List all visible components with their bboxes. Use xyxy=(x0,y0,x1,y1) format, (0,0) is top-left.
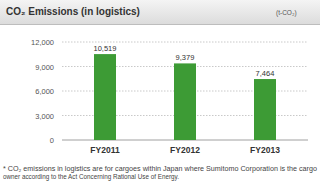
category-label: FY2012 xyxy=(170,145,200,155)
bar xyxy=(174,63,196,140)
bar xyxy=(94,54,116,140)
y-tick-label: 12,000 xyxy=(31,38,54,47)
y-tick-label: 9,000 xyxy=(35,63,54,72)
y-tick-label: 6,000 xyxy=(35,87,54,96)
category-label: FY2013 xyxy=(250,145,280,155)
footnote: owner according to the Act Concerning Ra… xyxy=(3,173,179,181)
chart-svg: CO₂ Emissions (in logistics) (t-CO₂) 0 3,00… xyxy=(0,0,320,195)
chart-root: CO₂ Emissions (in logistics) (t-CO₂) 0 3,00… xyxy=(0,0,320,195)
bars xyxy=(94,54,276,140)
title-band xyxy=(0,0,320,24)
bar xyxy=(254,79,276,140)
title: CO₂ Emissions (in logistics) xyxy=(6,6,140,17)
title-rule xyxy=(0,24,320,25)
data-label: 10,519 xyxy=(94,44,117,53)
y-unit: (t-CO₂) xyxy=(276,9,297,17)
category-label: FY2011 xyxy=(90,145,120,155)
y-tick-label: 0 xyxy=(50,136,54,145)
y-tick-label: 3,000 xyxy=(35,112,54,121)
data-label: 9,379 xyxy=(176,53,195,62)
data-label: 7,464 xyxy=(256,69,275,78)
footnote: * CO₂ emissions in logistics are for car… xyxy=(3,165,318,173)
grid-line xyxy=(62,42,308,43)
